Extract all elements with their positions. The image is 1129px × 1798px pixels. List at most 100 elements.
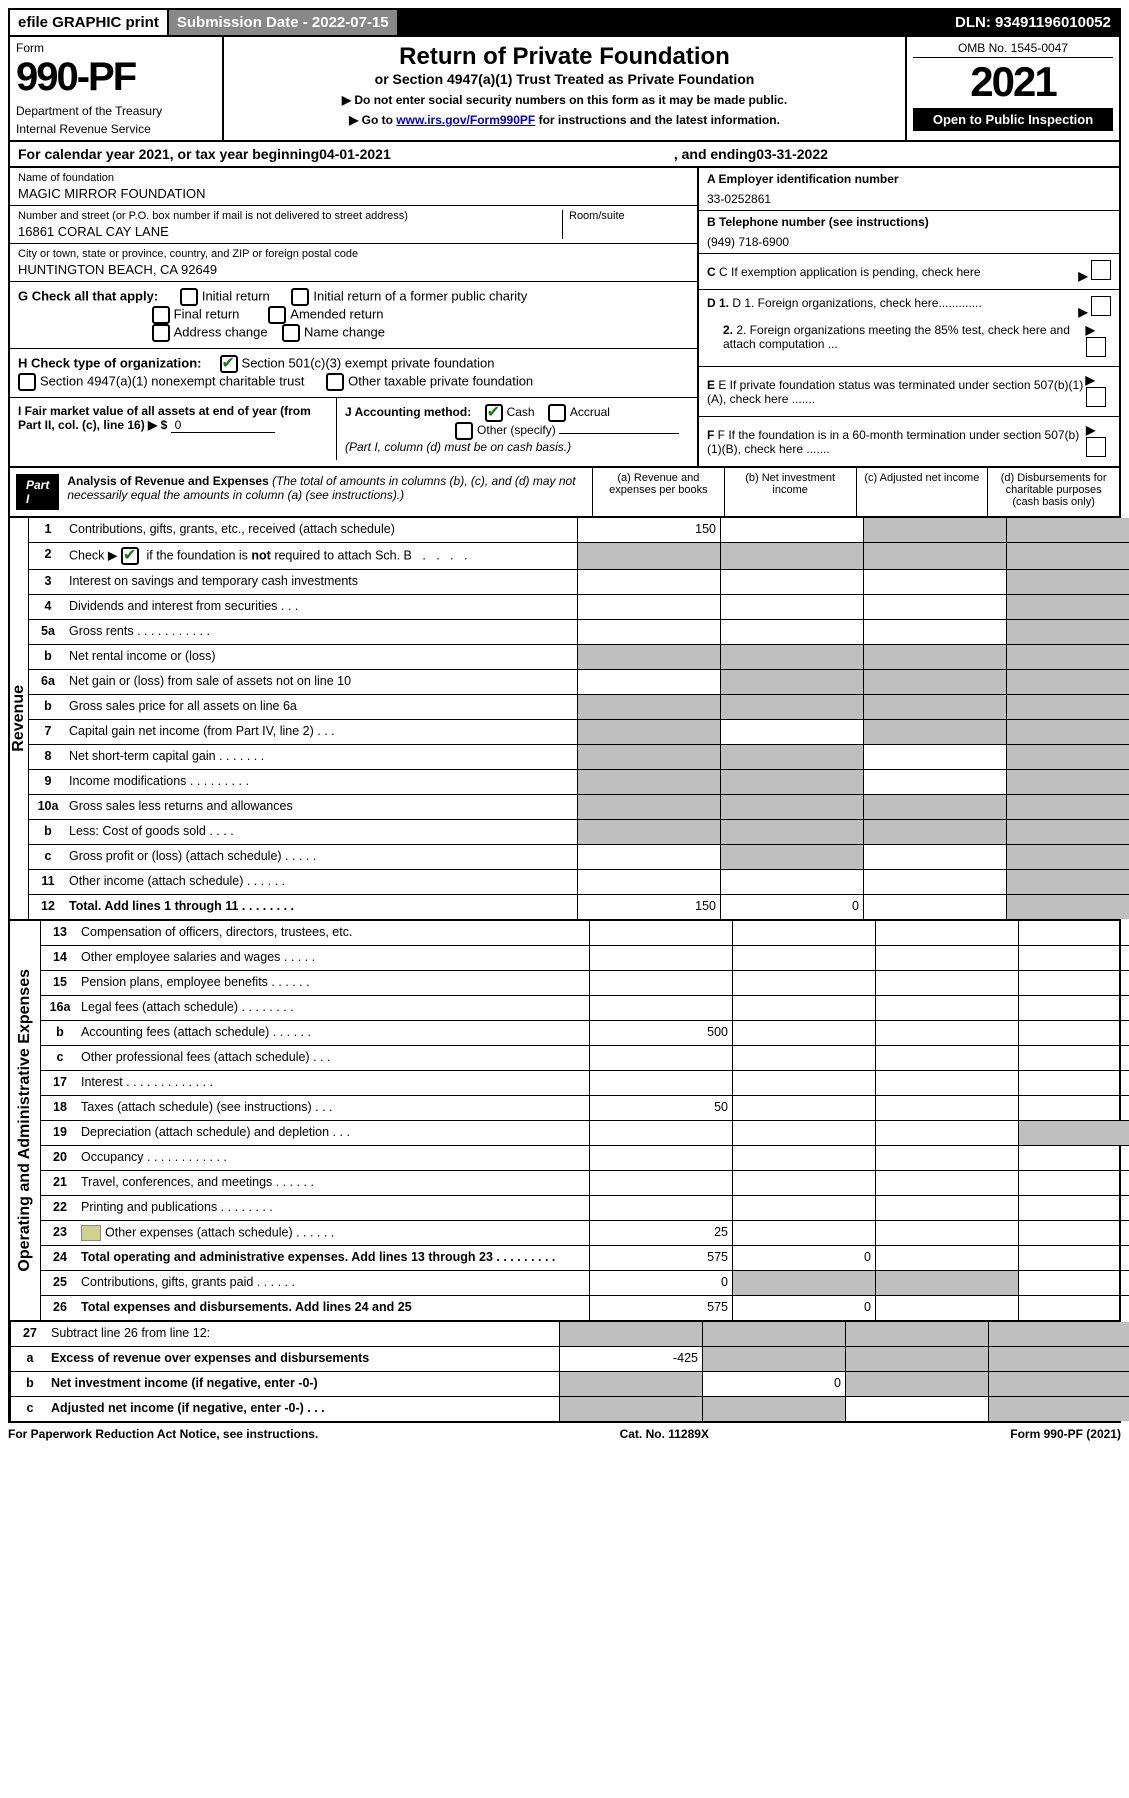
row-number: 15 — [41, 971, 79, 995]
info-right: A Employer identification number 33-0252… — [699, 168, 1119, 466]
bottom-rows: 27Subtract line 26 from line 12:aExcess … — [11, 1322, 1129, 1421]
checkbox-cash[interactable] — [485, 404, 503, 422]
name-cell: Name of foundation MAGIC MIRROR FOUNDATI… — [10, 168, 697, 206]
table-cell — [590, 1171, 733, 1195]
phone-label: B Telephone number (see instructions) — [707, 215, 1111, 229]
table-cell — [1019, 971, 1129, 995]
table-cell: 0 — [733, 1296, 876, 1320]
row-number: 5a — [29, 620, 67, 644]
dln-label: DLN: — [955, 14, 995, 31]
checkbox-other-method[interactable] — [455, 422, 473, 440]
row-number: 6a — [29, 670, 67, 694]
table-cell — [1019, 1196, 1129, 1220]
table-cell — [590, 971, 733, 995]
checkbox-initial-former[interactable] — [291, 288, 309, 306]
checkbox-other-taxable[interactable] — [326, 373, 344, 391]
city-cell: City or town, state or province, country… — [10, 244, 697, 282]
table-cell — [989, 1372, 1129, 1396]
row-number: 12 — [29, 895, 67, 919]
footer-left: For Paperwork Reduction Act Notice, see … — [8, 1427, 318, 1441]
table-cell — [1007, 570, 1129, 594]
checkbox-4947[interactable] — [18, 373, 36, 391]
checkbox-d1[interactable] — [1091, 296, 1111, 316]
table-cell — [1019, 1096, 1129, 1120]
irs-link[interactable]: www.irs.gov/Form990PF — [396, 113, 535, 127]
table-row: 1Contributions, gifts, grants, etc., rec… — [29, 518, 1129, 543]
link-note: ▶ Go to www.irs.gov/Form990PF for instru… — [230, 113, 899, 127]
g-opt-1: Initial return of a former public charit… — [313, 288, 527, 303]
row-number: 10a — [29, 795, 67, 819]
row-description: Compensation of officers, directors, tru… — [79, 921, 590, 945]
table-row: 21Travel, conferences, and meetings . . … — [41, 1171, 1129, 1196]
checkbox-final-return[interactable] — [152, 306, 170, 324]
checkbox-schb[interactable] — [121, 547, 139, 565]
table-row: cGross profit or (loss) (attach schedule… — [29, 845, 1129, 870]
phone-cell: B Telephone number (see instructions) (9… — [699, 211, 1119, 254]
row-number: c — [29, 845, 67, 869]
table-cell — [560, 1397, 703, 1421]
arrow-icon: ▶ — [1086, 373, 1095, 387]
table-cell — [1019, 996, 1129, 1020]
checkbox-c[interactable] — [1091, 260, 1111, 280]
table-cell — [578, 770, 721, 794]
row-description: Other income (attach schedule) . . . . .… — [67, 870, 578, 894]
checkbox-accrual[interactable] — [548, 404, 566, 422]
checkbox-amended[interactable] — [268, 306, 286, 324]
checkbox-e[interactable] — [1086, 387, 1106, 407]
table-cell — [590, 996, 733, 1020]
row-description: Gross sales price for all assets on line… — [67, 695, 578, 719]
checkbox-initial-return[interactable] — [180, 288, 198, 306]
row-description: Adjusted net income (if negative, enter … — [49, 1397, 560, 1421]
table-cell — [1007, 620, 1129, 644]
table-cell: 0 — [733, 1246, 876, 1270]
row-description: Printing and publications . . . . . . . … — [79, 1196, 590, 1220]
row-number: a — [11, 1347, 49, 1371]
checkbox-d2[interactable] — [1086, 337, 1106, 357]
calyear-begin: 04-01-2021 — [319, 146, 391, 162]
form-title: Return of Private Foundation — [230, 43, 899, 71]
row-number: b — [29, 645, 67, 669]
i-value: 0 — [171, 418, 275, 433]
table-cell — [733, 971, 876, 995]
table-cell — [578, 795, 721, 819]
table-cell — [721, 518, 864, 542]
checkbox-address-change[interactable] — [152, 324, 170, 342]
footer-center: Cat. No. 11289X — [620, 1427, 709, 1441]
table-cell — [864, 745, 1007, 769]
note2-pre: ▶ Go to — [349, 113, 396, 127]
row-description: Net investment income (if negative, ente… — [49, 1372, 560, 1396]
g-check-row: G Check all that apply: Initial return I… — [10, 282, 697, 349]
d-cell: D 1. D 1. Foreign organizations, check h… — [699, 290, 1119, 367]
efile-label[interactable]: efile GRAPHIC print — [10, 10, 169, 35]
table-cell — [1019, 1221, 1129, 1245]
table-cell — [703, 1322, 846, 1346]
table-cell — [733, 996, 876, 1020]
row-number: 17 — [41, 1071, 79, 1095]
checkbox-f[interactable] — [1086, 437, 1106, 457]
table-cell — [876, 1046, 1019, 1070]
d1-label: D 1. Foreign organizations, check here..… — [732, 296, 981, 310]
table-cell — [733, 1271, 876, 1295]
table-cell — [846, 1347, 989, 1371]
table-cell: 0 — [721, 895, 864, 919]
table-cell — [1007, 820, 1129, 844]
row-description: Interest . . . . . . . . . . . . . — [79, 1071, 590, 1095]
checkbox-name-change[interactable] — [282, 324, 300, 342]
attachment-icon[interactable] — [81, 1225, 101, 1241]
g-opt-5: Name change — [304, 324, 385, 339]
expenses-table: Operating and Administrative Expenses 13… — [8, 921, 1121, 1322]
city-value: HUNTINGTON BEACH, CA 92649 — [18, 262, 689, 277]
row-description: Depreciation (attach schedule) and deple… — [79, 1121, 590, 1145]
table-cell — [590, 1121, 733, 1145]
table-cell — [876, 1196, 1019, 1220]
row-description: Other employee salaries and wages . . . … — [79, 946, 590, 970]
row-description: Capital gain net income (from Part IV, l… — [67, 720, 578, 744]
table-cell — [864, 595, 1007, 619]
street-label: Number and street (or P.O. box number if… — [18, 210, 562, 222]
row-number: 2 — [29, 543, 67, 569]
table-cell: 150 — [578, 518, 721, 542]
arrow-icon: ▶ — [1086, 323, 1095, 337]
table-cell — [578, 670, 721, 694]
checkbox-501c3[interactable] — [220, 355, 238, 373]
table-cell — [721, 670, 864, 694]
